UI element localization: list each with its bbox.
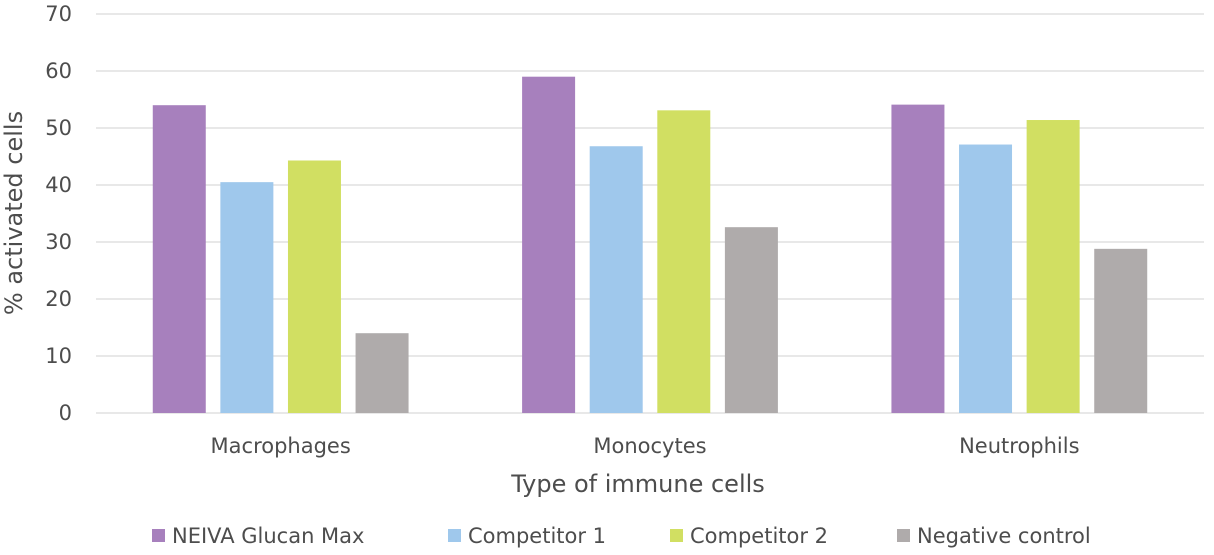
x-category-label: Neutrophils xyxy=(959,434,1079,458)
legend-item-neiva-glucan-max: NEIVA Glucan Max xyxy=(152,524,364,548)
legend: NEIVA Glucan Max Competitor 1 Competitor 2… xyxy=(152,524,1091,548)
legend-label: Competitor 1 xyxy=(468,524,606,548)
x-category-label: Monocytes xyxy=(593,434,706,458)
bar-competitor-1-monocytes xyxy=(589,146,643,414)
bar-neiva-glucan-max-neutrophils xyxy=(891,104,945,413)
bar-competitor-1-neutrophils xyxy=(959,144,1013,413)
legend-swatch xyxy=(448,529,461,542)
bar-negative-control-neutrophils xyxy=(1094,248,1148,413)
legend-label: Negative control xyxy=(917,524,1091,548)
y-tick-label: 0 xyxy=(59,401,72,425)
bar-competitor-2-monocytes xyxy=(657,110,711,413)
y-tick-label: 70 xyxy=(45,2,72,26)
x-axis-categories: Macrophages Monocytes Neutrophils xyxy=(211,434,1080,458)
y-axis-title: % activated cells xyxy=(0,111,28,315)
bars xyxy=(152,76,1148,414)
bar-competitor-2-macrophages xyxy=(287,160,341,413)
legend-item-competitor-1: Competitor 1 xyxy=(448,524,606,548)
legend-swatch xyxy=(670,529,683,542)
bar-negative-control-macrophages xyxy=(355,333,409,413)
y-axis-ticks: 0 10 20 30 40 50 60 70 xyxy=(45,2,72,425)
bar-negative-control-monocytes xyxy=(724,227,778,413)
y-tick-label: 10 xyxy=(45,344,72,368)
legend-swatch xyxy=(152,529,165,542)
y-tick-label: 20 xyxy=(45,287,72,311)
bar-neiva-glucan-max-macrophages xyxy=(152,105,206,413)
legend-swatch xyxy=(897,529,910,542)
y-tick-label: 50 xyxy=(45,116,72,140)
x-axis-title: Type of immune cells xyxy=(510,470,765,498)
legend-label: NEIVA Glucan Max xyxy=(172,524,364,548)
x-category-label: Macrophages xyxy=(211,434,351,458)
gridlines xyxy=(96,13,1204,414)
bar-competitor-2-neutrophils xyxy=(1026,120,1080,414)
y-tick-label: 60 xyxy=(45,59,72,83)
bar-neiva-glucan-max-monocytes xyxy=(522,76,576,413)
y-tick-label: 30 xyxy=(45,230,72,254)
legend-item-negative-control: Negative control xyxy=(897,524,1091,548)
legend-label: Competitor 2 xyxy=(690,524,828,548)
legend-item-competitor-2: Competitor 2 xyxy=(670,524,828,548)
bar-competitor-1-macrophages xyxy=(220,182,274,413)
y-tick-label: 40 xyxy=(45,173,72,197)
